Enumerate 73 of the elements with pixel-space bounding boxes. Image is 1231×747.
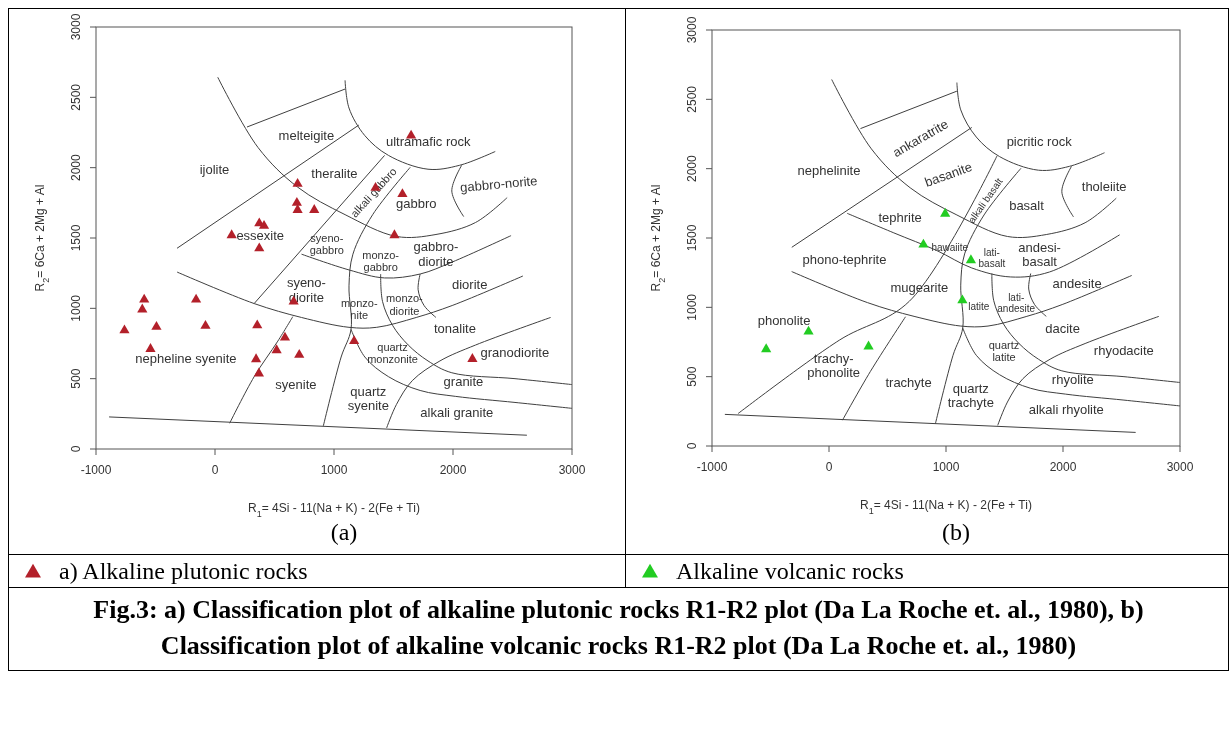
annotation: theralite (311, 165, 358, 181)
y-tick-label: 500 (69, 368, 83, 389)
y-tick-label: 0 (684, 442, 699, 450)
annotation: alkali granite (420, 404, 494, 420)
text: (a) (330, 519, 358, 545)
y-tick-label: 2500 (69, 83, 83, 111)
annotation: basalt (1009, 198, 1045, 214)
annotation: granite (443, 374, 484, 390)
legend-label: Alkaline volcanic rocks (675, 557, 904, 585)
annotation: alkali rhyolite (1028, 401, 1104, 417)
annotation: nepheline syenite (135, 350, 237, 366)
annotation: phono-tephrite (802, 251, 887, 267)
annotation: lati- basalt (978, 246, 1006, 269)
annotation: quartz monzonite (367, 340, 418, 365)
annotation: ultramafic rock (385, 134, 471, 150)
y-tick-label: 3000 (684, 16, 699, 44)
annotation: tephrite (878, 210, 922, 226)
annotation: gabbro (396, 196, 437, 212)
annotation: andesite (1052, 276, 1102, 292)
annotation: phonolite (757, 313, 811, 329)
annotation: essexite (236, 228, 285, 244)
annotation: tonalite (433, 320, 476, 336)
annotation: quartz latite (988, 338, 1020, 363)
annotation: rhyolite (1051, 371, 1094, 387)
annotation: andesi- basalt (1018, 239, 1061, 269)
y-tick-label: 1000 (69, 294, 83, 322)
annotation: ijolite (199, 161, 230, 177)
annotation: latite (968, 301, 990, 313)
x-tick-label: 3000 (558, 463, 586, 477)
annotation: quartz trachyte (947, 381, 994, 411)
x-tick-label: 3000 (1166, 460, 1194, 474)
annotation: syenite (275, 376, 317, 392)
y-tick-label: 1500 (684, 224, 699, 252)
y-tick-label: 0 (69, 445, 83, 453)
annotation: monzo- nite (340, 296, 378, 321)
annotation: lati- andesite (997, 291, 1036, 314)
annotation: monzo- gabbro (362, 249, 400, 274)
annotation: diorite (451, 277, 488, 293)
x-tick-label: 2000 (1049, 460, 1077, 474)
x-tick-label: -1000 (696, 460, 728, 474)
text: (b) (941, 519, 970, 545)
annotation: rhyodacite (1093, 343, 1154, 359)
y-tick-label: 1500 (69, 224, 83, 252)
caption: Fig.3: a) Classification plot of alkaline plutonic rocks R1-R2 plot (Da La Roche et. al., 1980), b) Classification plot of alkaline volcanic rocks R1-R2 plot (Da La Roche et. al., 1980) (92, 594, 1145, 662)
y-tick-label: 2500 (684, 85, 699, 113)
annotation: monzo- diorite (386, 292, 424, 317)
annotation: tholeiite (1081, 179, 1127, 195)
y-tick-label: 3000 (69, 13, 83, 41)
y-tick-label: 1000 (684, 293, 699, 321)
x-tick-label: 2000 (439, 463, 467, 477)
annotation: trachyte (885, 374, 932, 390)
x-tick-label: -1000 (80, 463, 112, 477)
annotation: picritic rock (1006, 134, 1073, 150)
annotation: gabbro- diorite (413, 239, 459, 269)
annotation: quartz syenite (347, 383, 389, 414)
annotation: gabbro-norite (459, 173, 538, 195)
y-tick-label: 500 (684, 366, 699, 387)
annotation: syeno- gabbro (309, 232, 344, 257)
x-axis-title: R$_{1}$= 4Si - 11(Na + K) - 2(Fe + Ti) (860, 498, 1032, 516)
annotation: mugearite (890, 280, 949, 296)
x-tick-label: 0 (825, 460, 833, 474)
legend-label: a) Alkaline plutonic rocks (59, 557, 308, 585)
x-tick-label: 0 (211, 463, 219, 477)
y-tick-label: 2000 (69, 154, 83, 182)
y-tick-label: 2000 (684, 155, 699, 183)
x-axis-title: R$_{1}$= 4Si - 11(Na + K) - 2(Fe + Ti) (248, 501, 420, 519)
x-tick-label: 1000 (932, 460, 960, 474)
x-tick-label: 1000 (320, 463, 348, 477)
annotation: melteigite (278, 127, 335, 143)
annotation: nephelinite (797, 163, 861, 179)
annotation: dacite (1045, 321, 1080, 337)
annotation: granodiorite (480, 344, 550, 360)
annotation: trachy- phonolite (807, 351, 861, 381)
